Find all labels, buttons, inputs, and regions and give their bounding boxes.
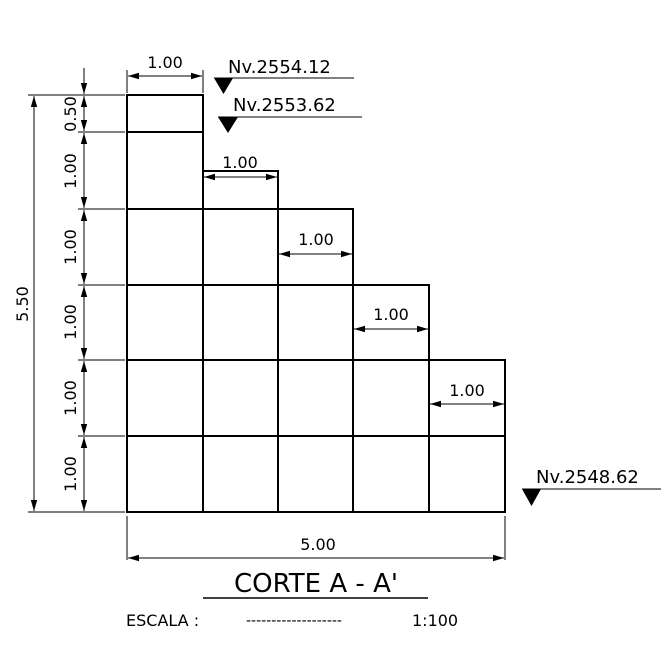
scale-dashes: ------------------- [246, 613, 342, 629]
dim-height-label: 0.50 [61, 96, 80, 132]
dim-step-2-label: 1.00 [298, 230, 334, 249]
level-second-label: Nv.2553.62 [233, 95, 336, 116]
level-triangle-icon [522, 489, 541, 506]
dim-step-2 [279, 247, 354, 268]
dim-step-4-label: 1.00 [449, 381, 485, 400]
dim-height-label: 1.00 [61, 153, 80, 189]
section-outline [126, 94, 506, 513]
dim-total-width [126, 516, 506, 562]
dim-step-4 [430, 398, 506, 420]
dim-height-label: 1.00 [61, 456, 80, 492]
level-triangle-icon [218, 117, 238, 133]
level-top-label: Nv.2554.12 [228, 57, 331, 78]
level-marker-top: Nv.2554.12 [214, 57, 354, 94]
dim-step-1-label: 1.00 [222, 153, 258, 172]
dim-step-3 [354, 322, 430, 344]
dim-total-width-label: 5.00 [300, 535, 336, 554]
dim-top-width [126, 70, 204, 93]
scale-value: 1:100 [412, 611, 458, 630]
dim-step-3-label: 1.00 [373, 305, 409, 324]
level-marker-second: Nv.2553.62 [218, 95, 362, 133]
dim-height-label: 1.00 [61, 380, 80, 416]
dim-total-height-label: 5.50 [13, 286, 32, 322]
level-bottom-label: Nv.2548.62 [536, 467, 639, 488]
dim-course-heights [78, 68, 125, 513]
level-marker-bottom: Nv.2548.62 [522, 467, 661, 506]
level-triangle-icon [214, 78, 233, 94]
dim-top-width-label: 1.00 [147, 53, 183, 72]
gabion-blocks [126, 94, 506, 513]
section-title: CORTE A - A' [234, 569, 398, 599]
scale-label: ESCALA : [126, 611, 199, 630]
dim-height-label: 1.00 [61, 304, 80, 340]
dim-step-1 [204, 171, 279, 192]
dim-height-label: 1.00 [61, 229, 80, 265]
